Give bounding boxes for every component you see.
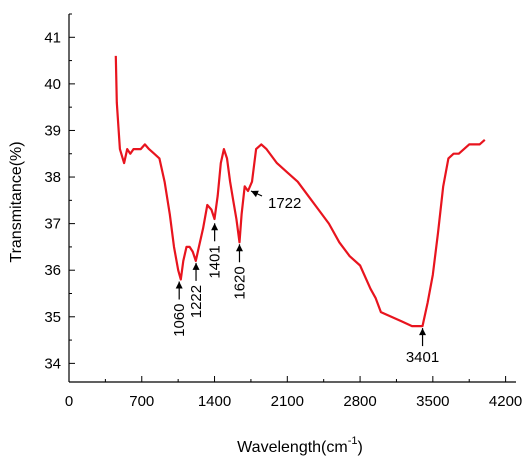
annotation-label: 1222 — [188, 285, 205, 318]
annotation-label: 1060 — [171, 304, 188, 337]
annotation-arrowhead — [419, 328, 427, 336]
y-tick-label: 41 — [44, 29, 61, 46]
annotation-label: 3401 — [406, 349, 439, 366]
annotation-arrowhead — [251, 190, 259, 198]
plot-axes: 34 35 36 37 38 39 40 41 0 700 1400 2100 2800 3500 4200 — [44, 13, 522, 410]
annotation-arrowhead — [175, 281, 183, 289]
y-axis-label: Transmitance(%) — [8, 141, 25, 262]
y-tick-label: 39 — [44, 122, 61, 139]
x-tick-label: 1400 — [198, 393, 231, 410]
x-tick-label: 4200 — [489, 393, 522, 410]
annotation-label: 1722 — [268, 195, 301, 212]
y-tick-label: 40 — [44, 76, 61, 93]
y-tick-label: 34 — [44, 355, 61, 372]
x-tick-label: 0 — [65, 393, 73, 410]
x-tick-label: 2100 — [271, 393, 304, 410]
y-tick-label: 37 — [44, 216, 61, 233]
x-axis-label-close: ) — [358, 439, 363, 456]
x-axis-label: Wavelength(cm-1) — [237, 435, 363, 456]
annotation-arrowhead — [235, 244, 243, 252]
x-axis-label-superscript: -1 — [348, 435, 358, 447]
annotation-arrowhead — [211, 223, 219, 231]
x-tick-label: 3500 — [416, 393, 449, 410]
annotation-label: 1401 — [207, 245, 224, 278]
x-tick-label: 2800 — [343, 393, 376, 410]
y-tick-label: 36 — [44, 262, 61, 279]
y-tick-label: 35 — [44, 309, 61, 326]
x-axis-label-main: Wavelength(cm — [237, 439, 348, 456]
series-line — [114, 55, 486, 328]
series-layer — [114, 55, 486, 328]
annotation-arrowhead — [192, 262, 200, 270]
y-tick-label: 38 — [44, 169, 61, 186]
x-tick-label: 700 — [129, 393, 154, 410]
annotation-label: 1620 — [231, 266, 248, 299]
